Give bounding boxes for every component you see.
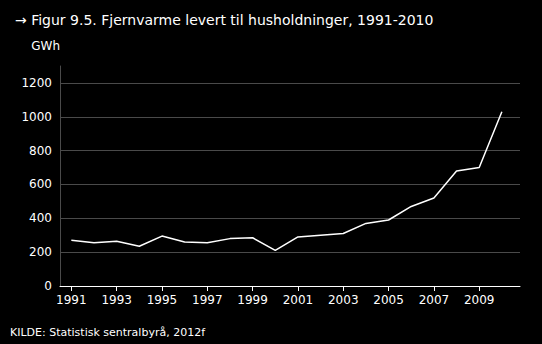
svg-text:200: 200 bbox=[29, 245, 52, 259]
svg-text:1995: 1995 bbox=[147, 293, 178, 307]
svg-text:GWh: GWh bbox=[31, 39, 60, 53]
svg-text:1997: 1997 bbox=[192, 293, 223, 307]
svg-text:2009: 2009 bbox=[464, 293, 495, 307]
svg-text:2001: 2001 bbox=[283, 293, 314, 307]
svg-text:1999: 1999 bbox=[237, 293, 268, 307]
svg-text:1200: 1200 bbox=[21, 76, 52, 90]
svg-text:800: 800 bbox=[29, 144, 52, 158]
svg-text:2003: 2003 bbox=[328, 293, 359, 307]
svg-text:1000: 1000 bbox=[21, 110, 52, 124]
svg-text:1993: 1993 bbox=[101, 293, 132, 307]
svg-text:2005: 2005 bbox=[373, 293, 404, 307]
svg-text:400: 400 bbox=[29, 211, 52, 225]
svg-text:1991: 1991 bbox=[56, 293, 87, 307]
svg-text:KILDE: Statistisk sentralbyrå,: KILDE: Statistisk sentralbyrå, 2012f bbox=[10, 326, 206, 339]
svg-text:600: 600 bbox=[29, 177, 52, 191]
svg-text:→ Figur 9.5. Fjernvarme levert: → Figur 9.5. Fjernvarme levert til husho… bbox=[15, 12, 433, 28]
svg-text:2007: 2007 bbox=[419, 293, 450, 307]
svg-text:0: 0 bbox=[44, 279, 52, 293]
